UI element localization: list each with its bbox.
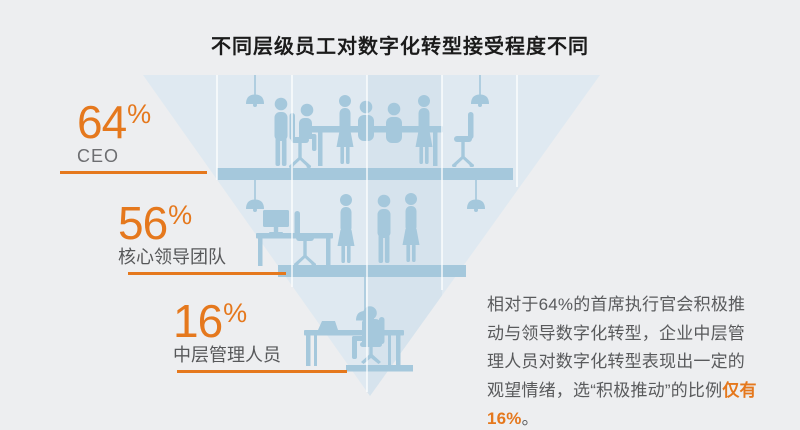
stat-ceo-label: CEO	[77, 146, 120, 167]
person-seated-silhouette	[358, 100, 374, 141]
stat-ceo: 64% CEO	[60, 96, 207, 175]
percent-sign: %	[127, 99, 151, 129]
tier3-floor	[346, 365, 413, 372]
percent-sign: %	[168, 200, 192, 230]
annotation-period: 。	[521, 409, 539, 428]
stat-ceo-value: 64%	[77, 96, 151, 148]
percent-sign: %	[223, 298, 247, 328]
stat-middle-management: 16% 中层管理人员	[173, 295, 347, 374]
tier1-floor	[217, 168, 513, 180]
stat-middle-management-underline	[177, 370, 347, 374]
stat-middle-management-value: 16%	[173, 295, 247, 347]
pane-divider-lines	[216, 75, 518, 392]
stat-core-leadership: 56% 核心领导团队	[118, 197, 286, 276]
tier3-worker-scene	[304, 277, 413, 372]
office-chair-icon	[360, 317, 385, 364]
stat-ceo-underline	[60, 171, 207, 175]
stat-core-leadership-value: 56%	[118, 197, 192, 249]
stat-core-leadership-label: 核心领导团队	[118, 247, 226, 268]
annotation-body: 相对于64%的首席执行官会积极推动与领导数字化转型，企业中层管理人员对数字化转型…	[487, 295, 746, 400]
tier1-meeting-scene	[217, 75, 513, 180]
annotation-highlight: 仅有16%	[487, 380, 757, 429]
tier2-floor	[278, 265, 466, 277]
page-title: 不同层级员工对数字化转型接受程度不同	[211, 36, 589, 58]
stat-middle-management-label: 中层管理人员	[173, 345, 281, 366]
conference-table-icon	[311, 126, 443, 166]
laptop-icon	[318, 321, 338, 330]
tier2-team-scene	[246, 180, 485, 277]
stat-core-leadership-underline	[128, 272, 286, 276]
person-seated-silhouette	[386, 102, 402, 143]
annotation-text: 相对于64%的首席执行官会积极推动与领导数字化转型，企业中层管理人员对数字化转型…	[487, 291, 761, 430]
